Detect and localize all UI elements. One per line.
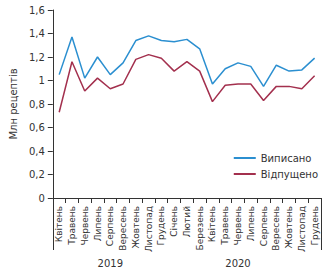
- svg-text:Січень: Січень: [169, 206, 179, 237]
- svg-text:Виписано: Виписано: [261, 153, 312, 164]
- svg-text:Жовтень: Жовтень: [131, 206, 141, 248]
- svg-text:Вересень: Вересень: [118, 206, 128, 251]
- svg-text:Грудень: Грудень: [156, 206, 166, 245]
- svg-text:Млн рецептів: Млн рецептів: [8, 68, 19, 139]
- svg-text:Вересень: Вересень: [271, 206, 281, 251]
- svg-text:Червень: Червень: [80, 206, 90, 245]
- svg-text:Липень: Липень: [93, 206, 103, 241]
- svg-text:1,2: 1,2: [29, 52, 45, 63]
- svg-text:Травень: Травень: [220, 206, 230, 246]
- svg-text:0,6: 0,6: [29, 122, 45, 133]
- svg-text:Відпущено: Відпущено: [261, 169, 318, 180]
- svg-text:0,4: 0,4: [29, 146, 45, 157]
- svg-text:Серпень: Серпень: [259, 206, 269, 246]
- svg-text:Червень: Червень: [233, 206, 243, 245]
- svg-text:2019: 2019: [98, 258, 123, 269]
- svg-text:Жовтень: Жовтень: [284, 206, 294, 248]
- svg-text:0,2: 0,2: [29, 169, 45, 180]
- svg-text:1,6: 1,6: [29, 5, 45, 16]
- svg-text:Квітень: Квітень: [207, 206, 217, 242]
- svg-text:0: 0: [38, 193, 44, 204]
- svg-text:Березень: Березень: [195, 206, 205, 250]
- svg-text:Квітень: Квітень: [54, 206, 64, 242]
- svg-text:Серпень: Серпень: [105, 206, 115, 246]
- svg-text:0,8: 0,8: [29, 99, 45, 110]
- svg-text:1,4: 1,4: [29, 28, 45, 39]
- svg-text:Грудень: Грудень: [310, 206, 320, 245]
- svg-text:1: 1: [38, 75, 44, 86]
- svg-text:Листопад: Листопад: [297, 206, 307, 252]
- svg-text:Листопад: Листопад: [144, 206, 154, 252]
- svg-text:Травень: Травень: [67, 206, 77, 246]
- svg-text:2020: 2020: [225, 258, 250, 269]
- svg-text:Липень: Липень: [246, 206, 256, 241]
- svg-text:Лютий: Лютий: [182, 206, 192, 237]
